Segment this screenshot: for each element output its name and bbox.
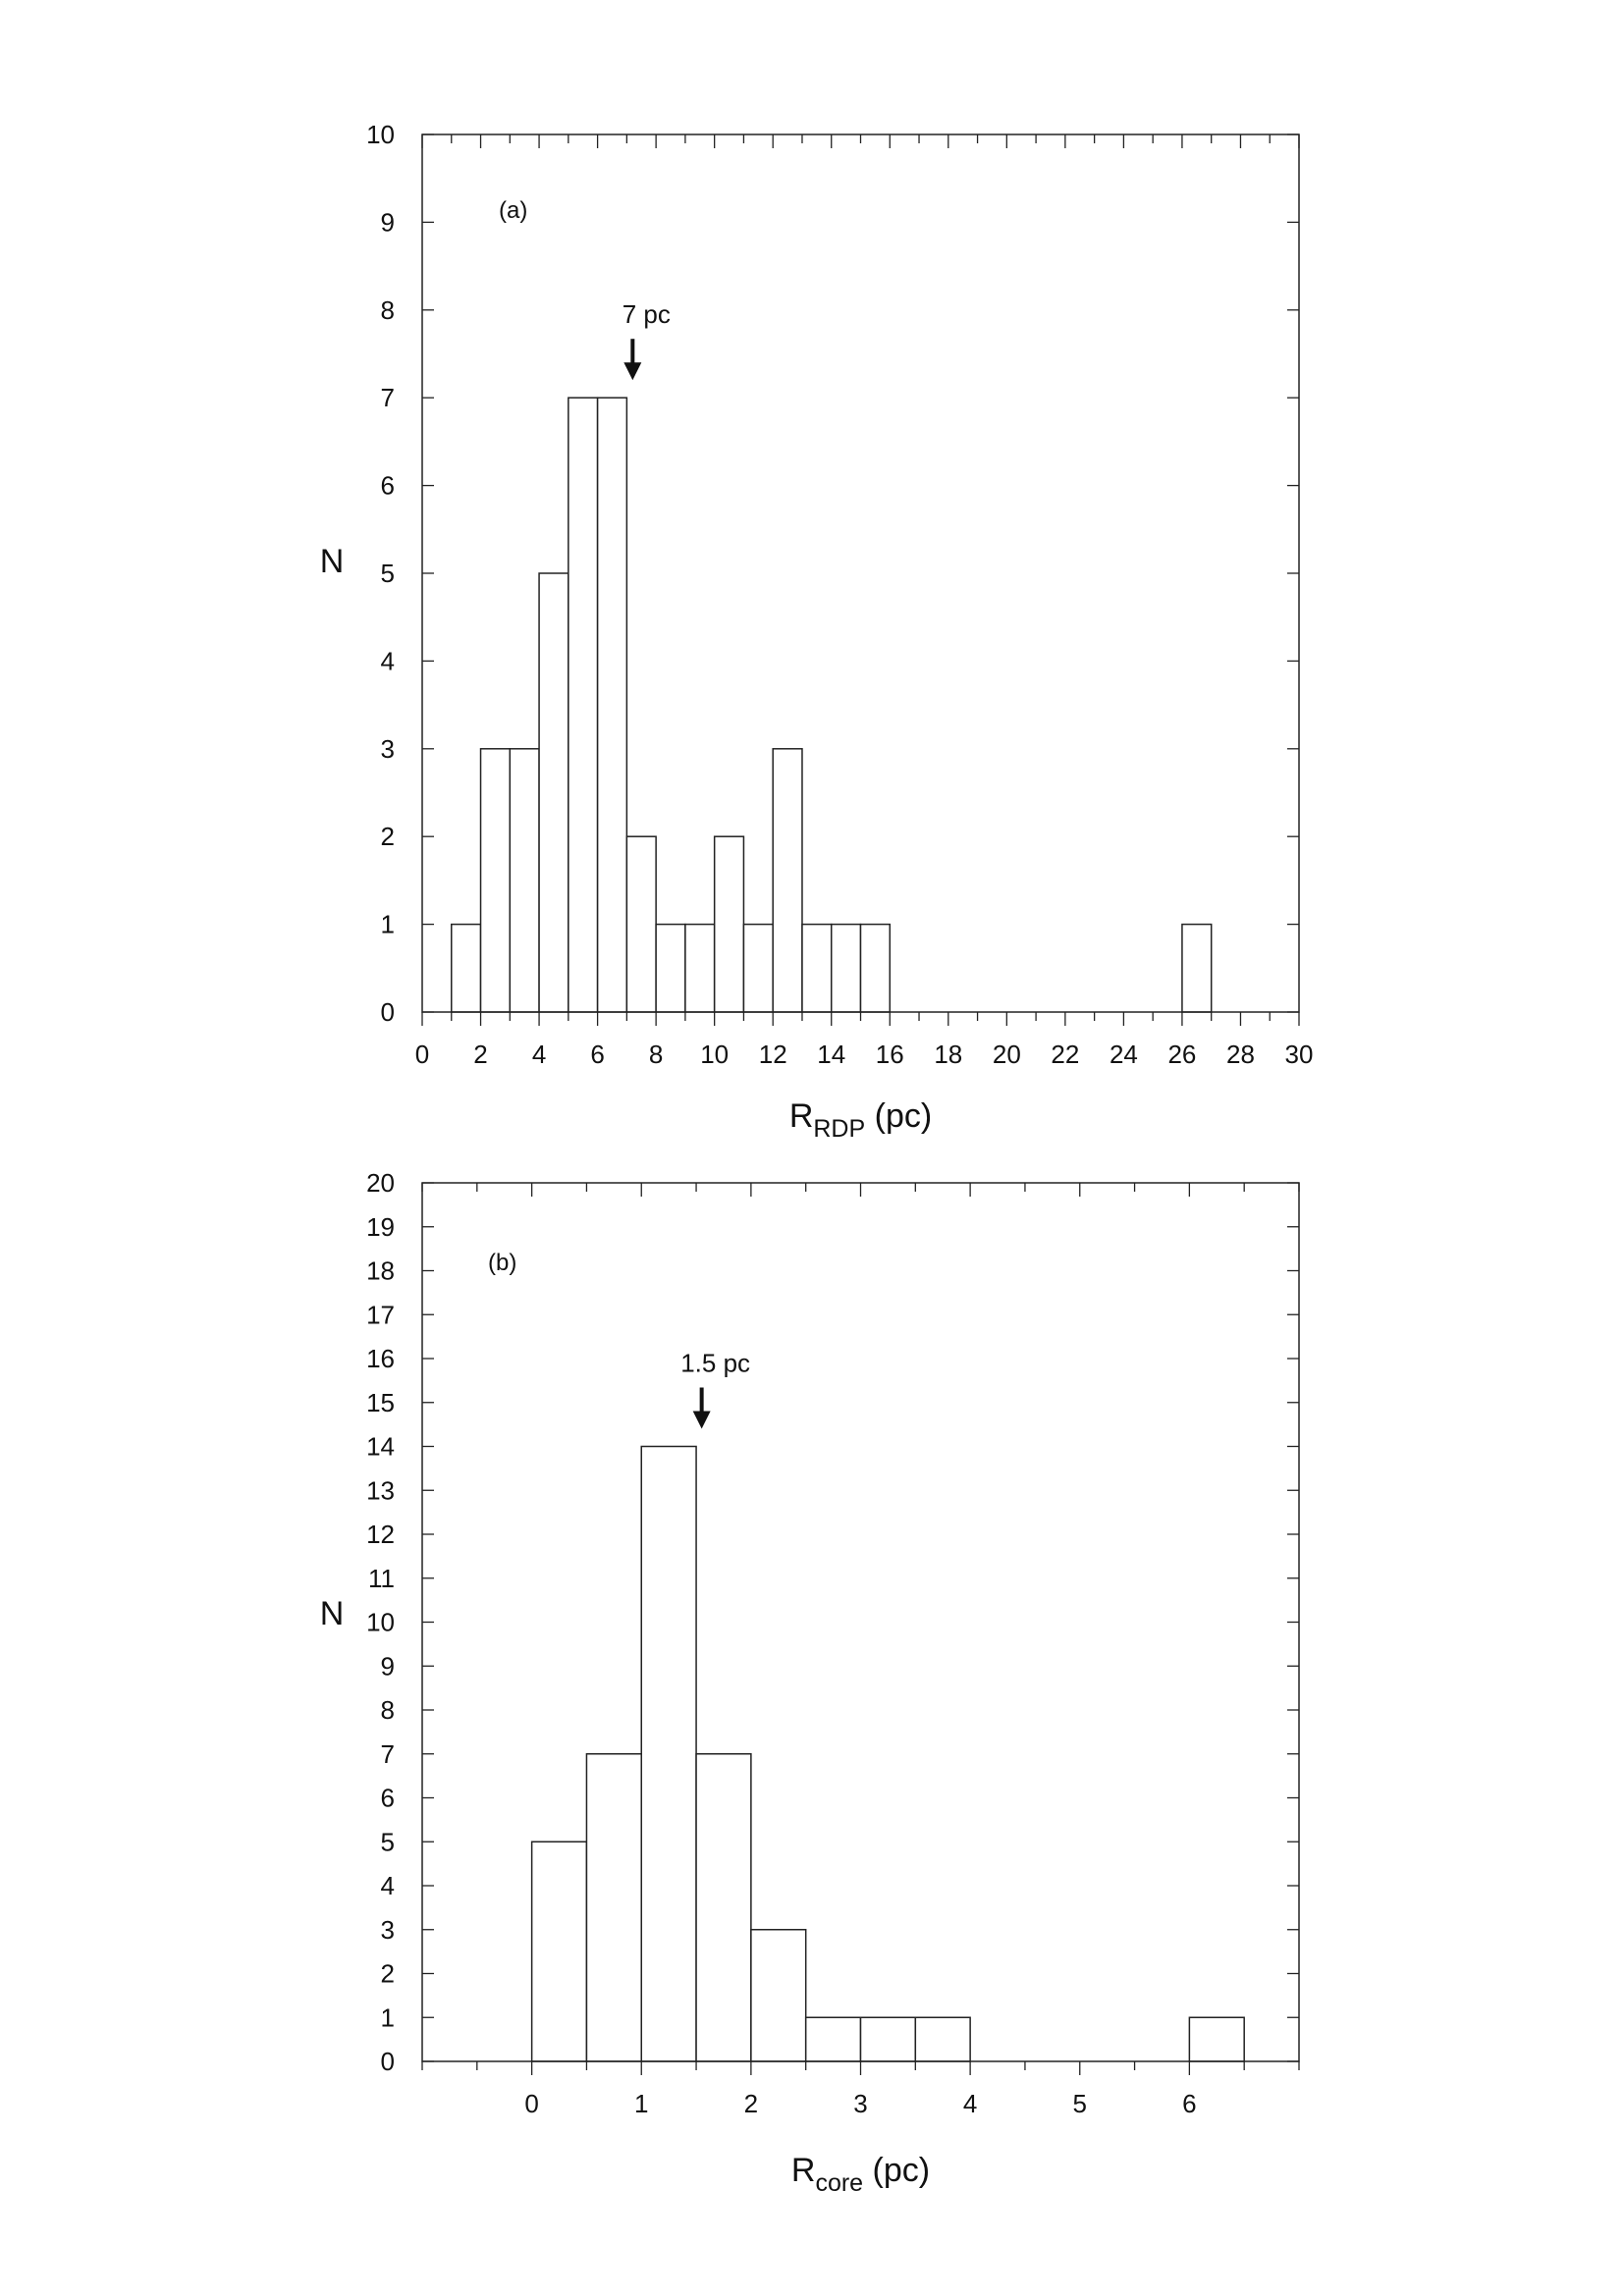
y-tick-label: 14 [366, 1432, 395, 1462]
x-tick-label: 2 [744, 2089, 758, 2118]
y-tick-label: 17 [366, 1300, 395, 1329]
y-tick-label: 0 [381, 997, 395, 1027]
histogram-bar [451, 923, 482, 1013]
y-tick-label: 16 [366, 1344, 395, 1373]
annotation-label: 7 pc [623, 299, 671, 329]
histogram-bar [1181, 923, 1213, 1013]
histogram-bar [804, 2016, 862, 2062]
x-tick-label: 22 [1051, 1040, 1079, 1069]
y-tick-label: 5 [381, 1827, 395, 1856]
histogram-bar [509, 748, 540, 1013]
panel-label: (b) [488, 1250, 516, 1276]
y-axis-label: N [320, 1595, 345, 1632]
histogram-bar [684, 923, 716, 1013]
histogram-bar [596, 397, 628, 1013]
x-tick-label: 10 [700, 1040, 729, 1069]
histogram-bar [530, 1841, 588, 2062]
x-tick-label: 6 [1182, 2089, 1196, 2118]
y-tick-label: 10 [366, 120, 395, 149]
y-tick-label: 6 [381, 1784, 395, 1813]
x-axis-label-subscript: RDP [813, 1115, 865, 1143]
y-tick-label: 12 [366, 1520, 395, 1549]
x-tick-label: 26 [1167, 1040, 1196, 1069]
histogram-bar [585, 1753, 642, 2062]
x-axis-label: Rcore (pc) [791, 2152, 930, 2197]
histogram-bar [830, 923, 862, 1013]
x-tick-label: 4 [532, 1040, 546, 1069]
histogram-bar [538, 572, 569, 1013]
y-tick-label: 19 [366, 1212, 395, 1242]
histogram-bar [625, 835, 657, 1013]
histogram-bar [772, 748, 803, 1013]
annotation-arrow-icon [692, 1411, 711, 1429]
x-tick-label: 0 [415, 1040, 429, 1069]
histogram-bar [695, 1753, 752, 2062]
x-tick-label: 16 [876, 1040, 904, 1069]
y-tick-label: 9 [381, 207, 395, 237]
y-tick-label: 18 [366, 1256, 395, 1286]
y-tick-label: 8 [381, 295, 395, 325]
x-tick-label: 0 [524, 2089, 538, 2118]
y-tick-label: 1 [381, 910, 395, 939]
histogram-bar [914, 2016, 971, 2062]
x-axis-label-main: R [789, 1097, 814, 1135]
histogram-bar [859, 923, 892, 1013]
panel-label: (a) [499, 197, 527, 224]
histogram-bar [640, 1445, 697, 2062]
y-tick-label: 2 [381, 1959, 395, 1989]
y-tick-label: 2 [381, 822, 395, 851]
histogram-bar [742, 923, 774, 1013]
x-tick-label: 28 [1226, 1040, 1255, 1069]
annotation-arrow-icon [623, 362, 642, 381]
histogram-bar [713, 835, 745, 1013]
y-tick-label: 13 [366, 1475, 395, 1505]
x-axis-label-unit: (pc) [865, 1097, 932, 1135]
y-tick-label: 9 [381, 1651, 395, 1681]
x-axis-label-main: R [791, 2152, 816, 2189]
x-tick-label: 12 [759, 1040, 787, 1069]
y-tick-label: 6 [381, 471, 395, 501]
histogram-bar [479, 748, 512, 1013]
y-tick-label: 4 [381, 1871, 395, 1900]
y-tick-label: 3 [381, 1915, 395, 1945]
y-tick-label: 4 [381, 646, 395, 675]
histogram-bar [568, 397, 599, 1013]
x-tick-label: 4 [963, 2089, 977, 2118]
y-tick-label: 8 [381, 1695, 395, 1725]
histogram-bar [859, 2016, 917, 2062]
x-tick-label: 20 [993, 1040, 1021, 1069]
x-axis-label-unit: (pc) [863, 2152, 930, 2189]
x-tick-label: 2 [473, 1040, 487, 1069]
histogram-bar [801, 923, 833, 1013]
y-tick-label: 15 [366, 1388, 395, 1417]
histogram-bar [1188, 2016, 1245, 2062]
y-tick-label: 0 [381, 2047, 395, 2076]
x-tick-label: 3 [853, 2089, 867, 2118]
x-tick-label: 1 [634, 2089, 648, 2118]
y-tick-label: 1 [381, 2002, 395, 2032]
x-tick-label: 8 [649, 1040, 663, 1069]
x-tick-label: 24 [1110, 1040, 1138, 1069]
x-tick-label: 6 [590, 1040, 604, 1069]
y-tick-label: 5 [381, 559, 395, 588]
annotation-label: 1.5 pc [680, 1349, 750, 1378]
x-tick-label: 30 [1285, 1040, 1314, 1069]
x-axis-label: RRDP (pc) [789, 1097, 932, 1143]
x-tick-label: 5 [1073, 2089, 1087, 2118]
x-axis-label-subscript: core [815, 2169, 863, 2197]
histogram-bar [655, 923, 686, 1013]
x-tick-label: 18 [934, 1040, 962, 1069]
y-tick-label: 7 [381, 1739, 395, 1769]
y-tick-label: 20 [366, 1168, 395, 1198]
y-tick-label: 10 [366, 1608, 395, 1637]
y-tick-label: 7 [381, 383, 395, 412]
y-tick-label: 3 [381, 734, 395, 764]
y-axis-label: N [320, 543, 345, 580]
y-tick-label: 11 [368, 1564, 395, 1593]
histogram-bar [750, 1929, 807, 2062]
x-tick-label: 14 [817, 1040, 845, 1069]
